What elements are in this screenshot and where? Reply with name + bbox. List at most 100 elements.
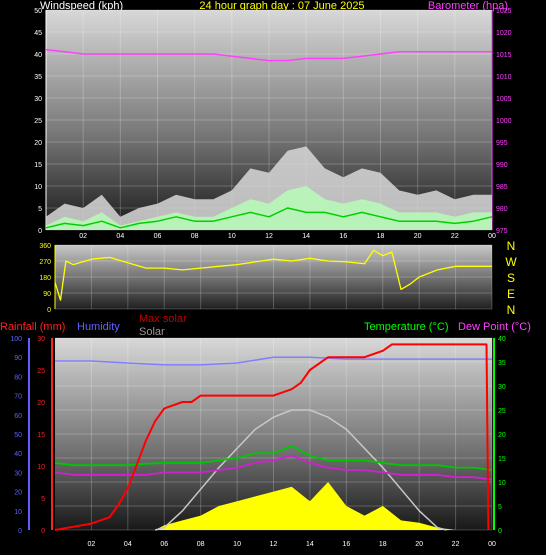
wind-ytick-label: 5 — [38, 206, 42, 213]
humidity-ytick-label: 100 — [10, 336, 22, 343]
solar-label: Solar — [139, 326, 165, 338]
baro-ytick-label: 1000 — [496, 118, 512, 125]
wind-xtick-label: 12 — [265, 233, 273, 240]
temperature-label: Temperature (°C) — [364, 321, 448, 333]
wind-ytick-label: 30 — [34, 96, 42, 103]
temp-xtick-label: 02 — [88, 541, 96, 548]
barometer-line — [45, 48, 492, 62]
rain-ytick-label: 5 — [41, 496, 45, 503]
baro-ytick-label: 1020 — [496, 30, 512, 37]
average-wind-line — [45, 207, 493, 229]
wind-xtick-label: 00 — [488, 233, 496, 240]
temperature-ytick-label: 15 — [498, 456, 506, 463]
humidity-label: Humidity — [77, 321, 120, 333]
wind-ytick-label: 25 — [34, 118, 42, 125]
temperature-ytick-label: 20 — [498, 432, 506, 439]
rain-ytick-label: 25 — [37, 368, 45, 375]
compass-letter-e: E — [507, 287, 515, 301]
wind-xtick-label: 16 — [339, 233, 347, 240]
rain-ytick-label: 20 — [37, 400, 45, 407]
solar-area — [55, 482, 492, 530]
rain-ytick-label: 10 — [37, 464, 45, 471]
humidity-ytick-label: 50 — [14, 432, 22, 439]
wind-ytick-label: 45 — [34, 30, 42, 37]
tick-labels: 0510152025303540455097598098599099510001… — [10, 8, 511, 548]
rain-ytick-label: 0 — [41, 528, 45, 535]
wind-xtick-label: 06 — [154, 233, 162, 240]
wind-xtick-label: 02 — [79, 233, 87, 240]
humidity-ytick-label: 20 — [14, 490, 22, 497]
wind-xtick-label: 08 — [191, 233, 199, 240]
baro-ytick-label: 995 — [496, 140, 508, 147]
temperature-ytick-label: 30 — [498, 384, 506, 391]
temp-xtick-label: 08 — [197, 541, 205, 548]
temp-xtick-label: 10 — [233, 541, 241, 548]
data-marks — [45, 48, 493, 531]
baro-ytick-label: 985 — [496, 184, 508, 191]
wind-ytick-label: 10 — [34, 184, 42, 191]
temp-xtick-label: 16 — [342, 541, 350, 548]
wind-ytick-label: 50 — [34, 8, 42, 15]
baro-ytick-label: 980 — [496, 206, 508, 213]
direction-ytick-label: 270 — [39, 259, 51, 266]
rain-ytick-label: 15 — [37, 432, 45, 439]
temperature-line — [54, 445, 493, 471]
max-solar-label: Max solar — [139, 313, 187, 325]
wind-ytick-label: 35 — [34, 74, 42, 81]
humidity-ytick-label: 80 — [14, 374, 22, 381]
direction-ytick-label: 90 — [43, 291, 51, 298]
temp-xtick-label: 22 — [452, 541, 460, 548]
wind-xtick-label: 10 — [228, 233, 236, 240]
chart-title: 24 hour graph day : 07 June 2025 — [199, 0, 364, 12]
wind-ytick-label: 0 — [38, 228, 42, 235]
temperature-ytick-label: 5 — [498, 504, 502, 511]
rain-ytick-label: 30 — [37, 336, 45, 343]
temperature-ytick-label: 0 — [498, 528, 502, 535]
temp-xtick-label: 12 — [270, 541, 278, 548]
baro-ytick-label: 1010 — [496, 74, 512, 81]
temp-xtick-label: 06 — [160, 541, 168, 548]
wind-xtick-label: 18 — [377, 233, 385, 240]
dewpoint-label: Dew Point (°C) — [458, 321, 531, 333]
wind-ytick-label: 40 — [34, 52, 42, 59]
wind-ytick-label: 15 — [34, 162, 42, 169]
compass-letter-s: S — [507, 271, 515, 285]
baro-ytick-label: 1015 — [496, 52, 512, 59]
baro-ytick-label: 975 — [496, 228, 508, 235]
rainfall-line — [54, 343, 490, 531]
temperature-ytick-label: 35 — [498, 360, 506, 367]
temp-xtick-label: 00 — [488, 541, 496, 548]
temp-xtick-label: 20 — [415, 541, 423, 548]
windspeed-label: Windspeed (kph) — [40, 0, 123, 12]
barometer-label: Barometer (hpa) — [428, 0, 508, 12]
dewpoint-line — [54, 454, 493, 481]
humidity-ytick-label: 40 — [14, 451, 22, 458]
rainfall-label: Rainfall (mm) — [0, 321, 65, 333]
humidity-ytick-label: 30 — [14, 470, 22, 477]
wind-area — [46, 186, 492, 230]
baro-ytick-label: 990 — [496, 162, 508, 169]
temperature-ytick-label: 25 — [498, 408, 506, 415]
wind-xtick-label: 04 — [116, 233, 124, 240]
wind-direction-line — [54, 249, 492, 301]
temperature-ytick-label: 40 — [498, 336, 506, 343]
wind-xtick-label: 20 — [414, 233, 422, 240]
wind-xtick-label: 14 — [302, 233, 310, 240]
humidity-ytick-label: 60 — [14, 413, 22, 420]
humidity-ytick-label: 90 — [14, 355, 22, 362]
baro-ytick-label: 1005 — [496, 96, 512, 103]
humidity-ytick-label: 10 — [14, 509, 22, 516]
baro-ytick-label: 1025 — [496, 8, 512, 15]
wind-ytick-label: 20 — [34, 140, 42, 147]
compass-letter-w: W — [505, 255, 517, 269]
direction-ytick-label: 360 — [39, 243, 51, 250]
temp-xtick-label: 18 — [379, 541, 387, 548]
temperature-ytick-label: 10 — [498, 480, 506, 487]
direction-ytick-label: 0 — [47, 307, 51, 314]
compass-letter-n-bottom: N — [507, 303, 516, 317]
temp-xtick-label: 04 — [124, 541, 132, 548]
compass-letter-n-top: N — [507, 239, 516, 253]
humidity-ytick-label: 0 — [18, 528, 22, 535]
max-solar-line — [154, 409, 447, 531]
